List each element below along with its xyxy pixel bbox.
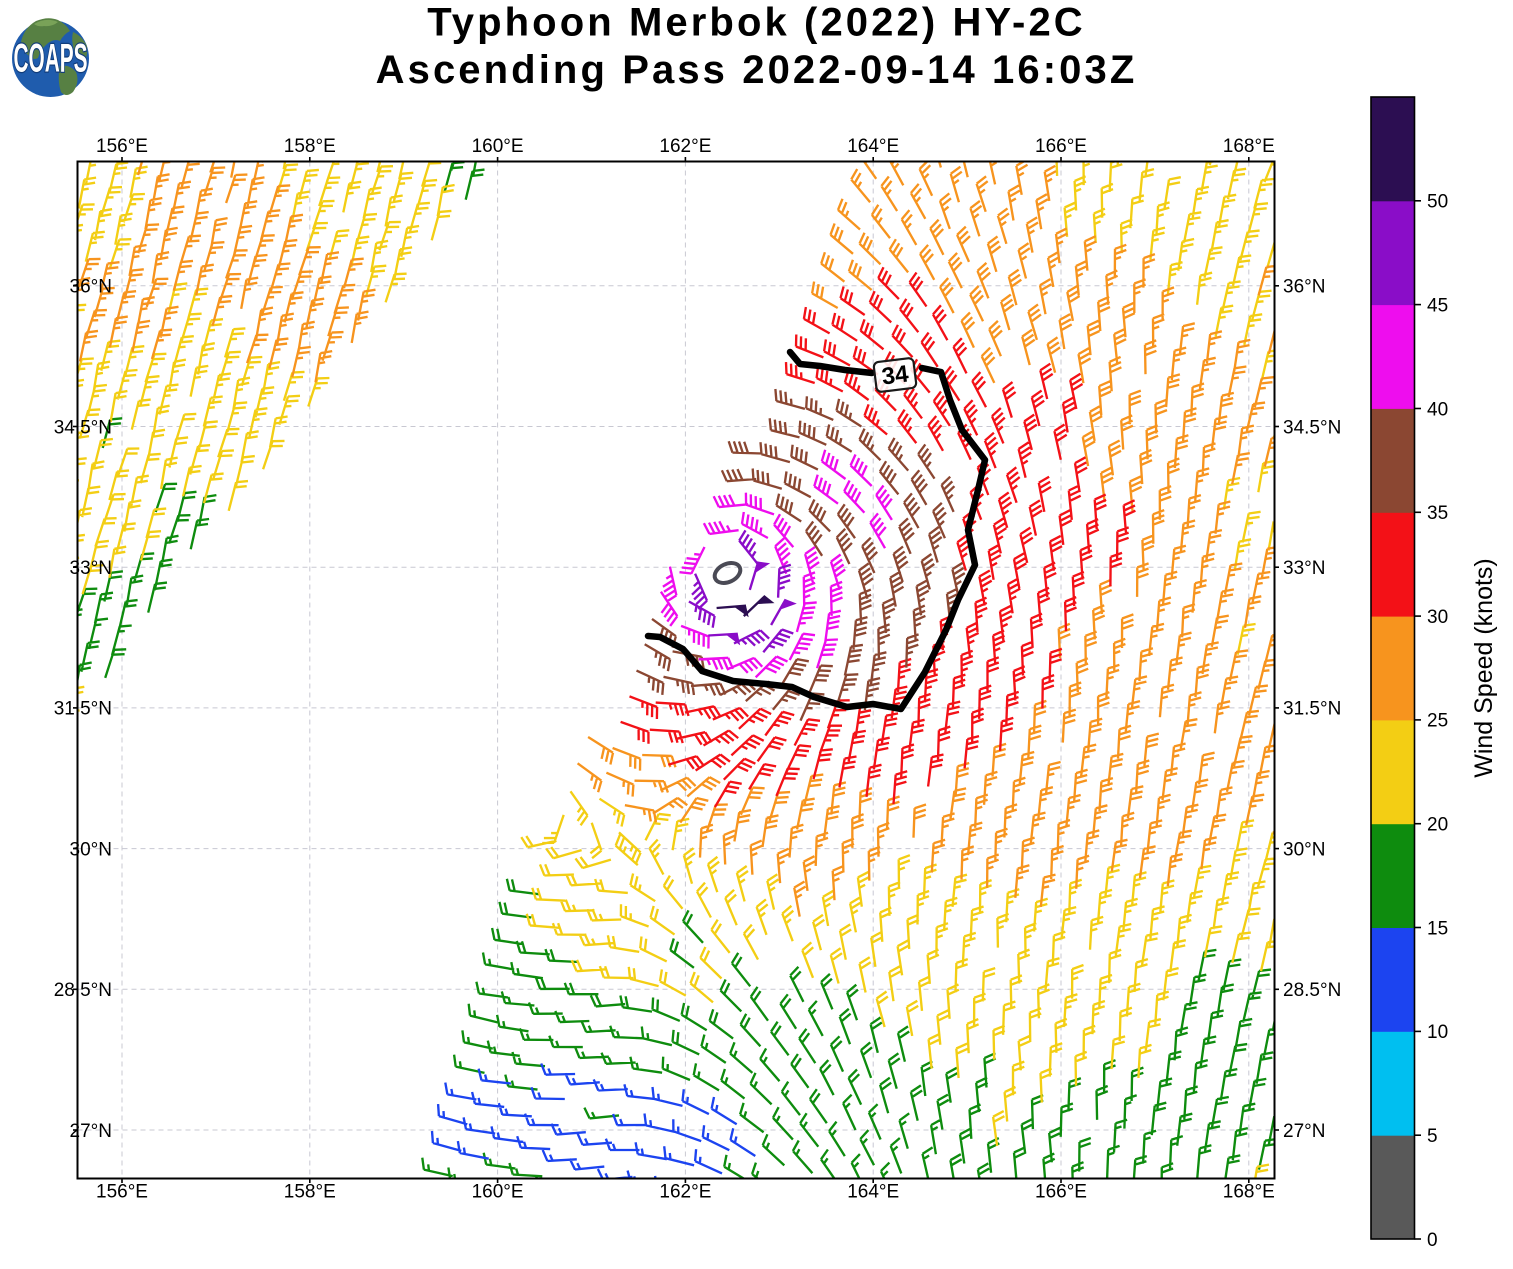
svg-text:34.5°N: 34.5°N <box>1283 417 1341 438</box>
svg-text:164°E: 164°E <box>847 1182 899 1203</box>
svg-text:158°E: 158°E <box>284 136 336 157</box>
svg-text:Ascending Pass 2022-09-14 16:0: Ascending Pass 2022-09-14 16:03Z <box>376 48 1138 92</box>
svg-text:36°N: 36°N <box>1283 277 1325 298</box>
svg-text:164°E: 164°E <box>847 136 899 157</box>
svg-text:33°N: 33°N <box>1283 558 1325 579</box>
svg-text:158°E: 158°E <box>284 1182 336 1203</box>
svg-text:27°N: 27°N <box>70 1121 112 1142</box>
svg-text:34: 34 <box>880 360 910 390</box>
svg-text:36°N: 36°N <box>70 277 112 298</box>
svg-text:33°N: 33°N <box>70 558 112 579</box>
svg-text:168°E: 168°E <box>1223 1182 1275 1203</box>
svg-text:35: 35 <box>1427 503 1448 524</box>
svg-text:162°E: 162°E <box>659 136 711 157</box>
svg-text:20: 20 <box>1427 815 1448 836</box>
svg-text:40: 40 <box>1427 399 1448 420</box>
svg-text:160°E: 160°E <box>472 136 524 157</box>
svg-text:30: 30 <box>1427 607 1448 628</box>
svg-text:166°E: 166°E <box>1035 1182 1087 1203</box>
svg-text:156°E: 156°E <box>96 1182 148 1203</box>
svg-text:28.5°N: 28.5°N <box>54 980 112 1001</box>
svg-text:160°E: 160°E <box>472 1182 524 1203</box>
svg-text:166°E: 166°E <box>1035 136 1087 157</box>
svg-text:30°N: 30°N <box>70 839 112 860</box>
svg-text:15: 15 <box>1427 918 1448 939</box>
svg-text:156°E: 156°E <box>96 136 148 157</box>
svg-text:28.5°N: 28.5°N <box>1283 980 1341 1001</box>
svg-text:Wind Speed (knots): Wind Speed (knots) <box>1470 558 1498 778</box>
svg-text:30°N: 30°N <box>1283 839 1325 860</box>
svg-text:31.5°N: 31.5°N <box>1283 699 1341 720</box>
svg-text:Typhoon Merbok (2022) HY-2C: Typhoon Merbok (2022) HY-2C <box>427 0 1086 44</box>
svg-text:168°E: 168°E <box>1223 136 1275 157</box>
svg-text:10: 10 <box>1427 1022 1448 1043</box>
svg-text:31.5°N: 31.5°N <box>54 699 112 720</box>
svg-text:162°E: 162°E <box>659 1182 711 1203</box>
svg-text:34.5°N: 34.5°N <box>54 417 112 438</box>
svg-text:25: 25 <box>1427 711 1448 732</box>
svg-text:45: 45 <box>1427 295 1448 316</box>
svg-text:5: 5 <box>1427 1126 1438 1147</box>
svg-text:0: 0 <box>1427 1230 1438 1251</box>
svg-text:50: 50 <box>1427 192 1448 213</box>
svg-text:27°N: 27°N <box>1283 1121 1325 1142</box>
svg-text:COAPS: COAPS <box>14 35 88 80</box>
